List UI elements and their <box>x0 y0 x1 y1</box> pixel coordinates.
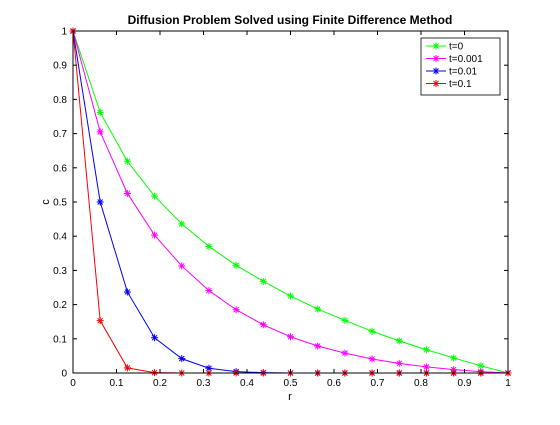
data-point <box>123 189 131 197</box>
data-point <box>368 355 376 363</box>
data-point <box>96 317 104 325</box>
data-point <box>395 337 403 345</box>
data-point <box>314 342 322 350</box>
data-point <box>341 349 349 357</box>
x-tick-label: 0.7 <box>371 378 385 389</box>
y-tick-label: 0.2 <box>53 300 67 311</box>
data-point <box>123 288 131 296</box>
data-point <box>422 346 430 354</box>
x-tick-label: 0.5 <box>284 378 298 389</box>
data-point <box>287 292 294 300</box>
legend-label: t=0.1 <box>449 79 472 90</box>
x-tick-label: 0.3 <box>197 378 211 389</box>
y-axis-label: c <box>40 199 52 205</box>
x-tick-label: 0 <box>70 378 76 389</box>
data-point <box>151 192 159 200</box>
y-tick-label: 0.3 <box>53 266 67 277</box>
legend-label: t=0.01 <box>449 67 478 78</box>
chart-title: Diffusion Problem Solved using Finite Di… <box>128 13 453 27</box>
data-point <box>422 363 430 371</box>
x-tick-label: 0.6 <box>327 378 341 389</box>
y-tick-label: 0.7 <box>53 129 67 140</box>
y-tick-label: 0.9 <box>53 61 67 72</box>
data-point <box>395 359 403 367</box>
plot-frame <box>72 30 509 374</box>
legend-marker <box>432 42 440 50</box>
y-tick-label: 0.4 <box>53 232 67 243</box>
legend-marker <box>432 67 440 75</box>
data-point <box>96 108 104 116</box>
x-tick-label: 0.4 <box>240 378 254 389</box>
data-point <box>123 157 131 165</box>
data-point <box>178 262 186 270</box>
data-point <box>259 277 267 285</box>
legend: t=0t=0.001 t=0.01t=0.1 <box>420 37 501 96</box>
data-point <box>205 364 213 372</box>
x-axis-label: r <box>288 391 292 403</box>
legend-marker <box>432 55 440 62</box>
y-tick-label: 0.8 <box>53 95 67 106</box>
data-point <box>341 316 349 324</box>
y-tick-label: 0.5 <box>53 198 67 209</box>
data-point <box>178 355 186 363</box>
legend-label: t=0 <box>449 42 464 53</box>
data-point <box>151 231 159 239</box>
x-tick-label: 0.9 <box>458 378 472 389</box>
x-tick-label: 0.2 <box>153 378 167 389</box>
data-point <box>151 334 159 342</box>
data-point <box>178 220 186 228</box>
data-point <box>205 287 213 295</box>
data-point <box>368 327 376 335</box>
legend-marker <box>432 80 440 87</box>
y-tick-label: 0 <box>61 369 67 380</box>
data-point <box>259 321 267 329</box>
y-tick-label: 0.6 <box>53 163 67 174</box>
x-tick-label: 1 <box>505 378 511 389</box>
data-point <box>96 198 104 206</box>
data-point <box>232 306 240 314</box>
data-point <box>477 362 485 370</box>
x-tick-label: 0.8 <box>414 378 428 389</box>
data-point <box>232 261 240 269</box>
data-point <box>96 128 104 136</box>
data-point <box>287 333 294 341</box>
data-point <box>123 364 131 372</box>
legend-label: t=0.001 <box>449 54 483 65</box>
x-tick-label: 0.1 <box>110 378 124 389</box>
data-point <box>450 354 458 362</box>
y-tick-label: 1 <box>61 27 67 38</box>
y-tick-label: 0.1 <box>53 334 67 345</box>
data-point <box>205 242 213 250</box>
data-point <box>314 305 322 313</box>
